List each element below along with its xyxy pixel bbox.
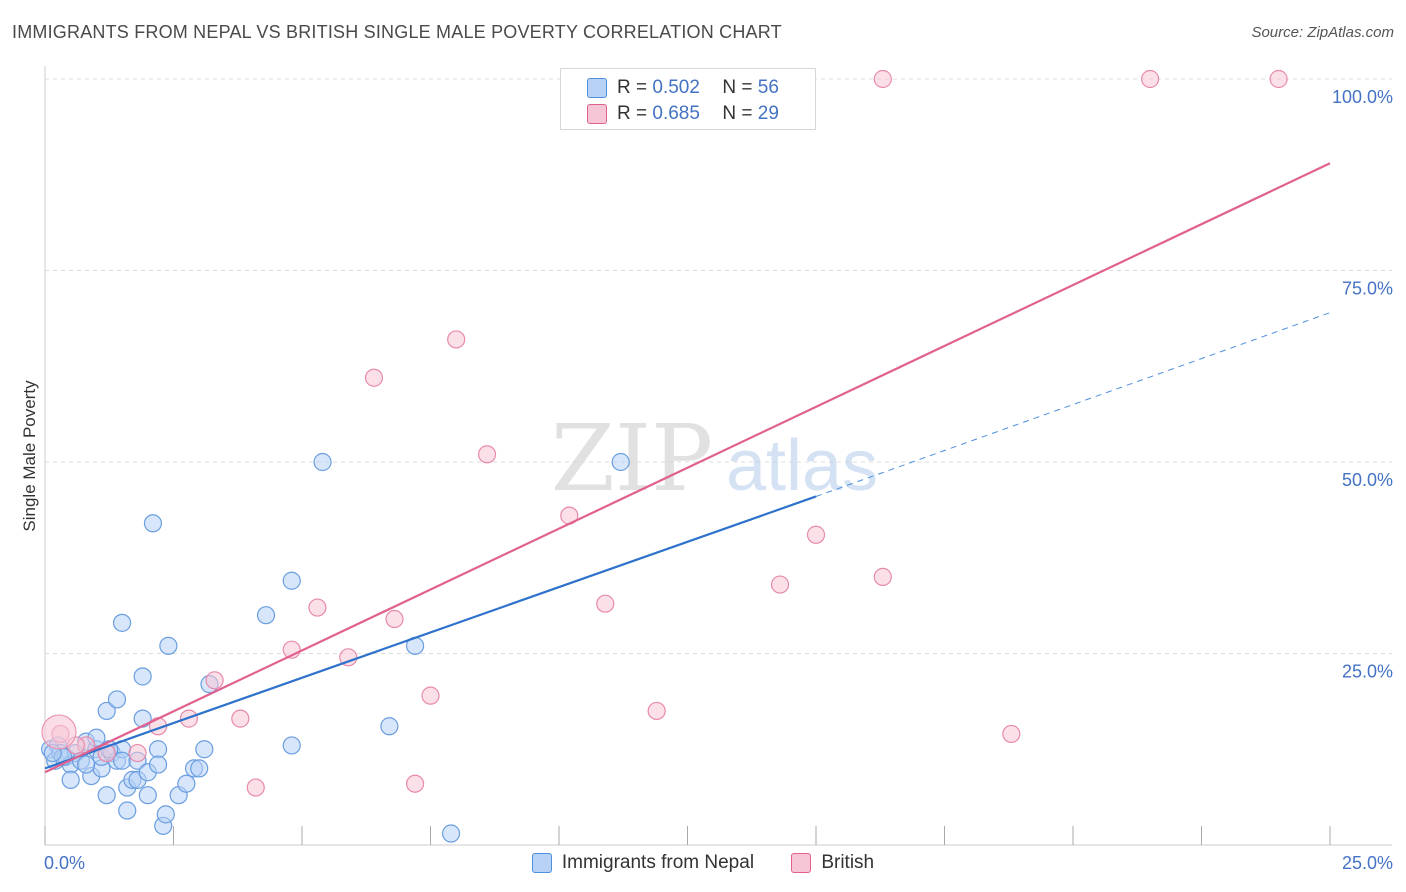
data-point bbox=[647, 701, 666, 721]
data-point bbox=[156, 805, 175, 824]
data-point bbox=[148, 740, 168, 759]
data-point bbox=[282, 571, 301, 590]
data-point bbox=[596, 594, 615, 613]
data-point bbox=[77, 755, 96, 774]
legend-n-label: N = bbox=[722, 77, 753, 98]
legend-r-label: R = bbox=[617, 77, 648, 98]
data-point bbox=[133, 667, 152, 686]
data-point bbox=[770, 575, 790, 594]
y-tick-label: 25.0% bbox=[1342, 662, 1393, 682]
data-point bbox=[138, 786, 157, 805]
tick-labels: 25.0% 50.0% 75.0% 100.0% 0.0% 25.0% bbox=[44, 87, 1393, 873]
data-point bbox=[380, 717, 399, 736]
legend-n-label: N = bbox=[722, 103, 753, 124]
data-point bbox=[190, 759, 209, 778]
legend-r-value: 0.502 bbox=[652, 77, 700, 98]
data-point bbox=[107, 690, 127, 709]
data-point bbox=[256, 606, 276, 625]
data-point bbox=[447, 330, 466, 349]
data-point bbox=[1002, 724, 1021, 744]
source-credit: Source: ZipAtlas.com bbox=[1251, 24, 1394, 41]
data-point bbox=[806, 525, 826, 544]
data-point bbox=[873, 69, 892, 89]
watermark-zip: ZIP bbox=[551, 405, 713, 512]
data-point bbox=[405, 774, 425, 793]
data-point bbox=[246, 778, 265, 797]
legend-label-british: British bbox=[821, 852, 875, 873]
data-point bbox=[195, 740, 214, 759]
legend-r-label: R = bbox=[617, 103, 648, 124]
legend-row-british: R = 0.685 N = 29 bbox=[587, 101, 779, 127]
data-point bbox=[313, 452, 332, 472]
legend-swatch-pink bbox=[587, 104, 607, 124]
trend-line-nepal-extrapolated bbox=[815, 312, 1331, 497]
legend-row-nepal: R = 0.502 N = 56 bbox=[587, 75, 779, 101]
data-point bbox=[61, 770, 80, 789]
x-tick-label: 25.0% bbox=[1342, 853, 1393, 873]
data-point bbox=[128, 743, 147, 763]
legend-label-nepal: Immigrants from Nepal bbox=[561, 852, 755, 873]
legend-r-value: 0.685 bbox=[652, 103, 700, 124]
watermark: ZIP atlas bbox=[551, 405, 878, 512]
data-point bbox=[177, 774, 196, 793]
data-point bbox=[112, 613, 132, 632]
legend-item-nepal[interactable]: Immigrants from Nepal bbox=[531, 852, 755, 874]
data-point bbox=[611, 452, 630, 472]
trend-lines bbox=[44, 162, 1331, 774]
data-point bbox=[421, 686, 440, 705]
gridlines bbox=[45, 78, 1392, 654]
data-point bbox=[159, 636, 178, 655]
watermark-atlas: atlas bbox=[726, 426, 878, 506]
data-point bbox=[133, 709, 152, 728]
y-tick-label: 75.0% bbox=[1342, 279, 1393, 299]
axes bbox=[44, 66, 1392, 846]
series-british bbox=[41, 69, 1288, 797]
data-point bbox=[364, 368, 384, 387]
data-point bbox=[148, 755, 168, 774]
series-immigrants-from-nepal bbox=[41, 452, 630, 843]
data-point bbox=[385, 609, 404, 629]
data-point bbox=[1269, 69, 1288, 89]
legend-n-value: 29 bbox=[757, 103, 779, 124]
legend-n-value: 56 bbox=[757, 77, 779, 98]
legend-item-british[interactable]: British bbox=[791, 852, 874, 874]
chart-title: IMMIGRANTS FROM NEPAL VS BRITISH SINGLE … bbox=[12, 22, 782, 42]
legend-swatch-blue bbox=[531, 853, 552, 873]
data-point bbox=[205, 671, 224, 690]
y-tick-label: 100.0% bbox=[1332, 87, 1393, 107]
trend-line-nepal bbox=[44, 495, 817, 770]
data-point bbox=[1140, 69, 1160, 89]
data-point bbox=[282, 736, 301, 755]
legend-swatch-pink bbox=[791, 853, 812, 873]
data-point bbox=[97, 786, 116, 805]
legend-swatch-blue bbox=[587, 78, 607, 98]
data-point bbox=[308, 598, 327, 617]
data-point bbox=[441, 824, 461, 843]
data-point bbox=[143, 514, 163, 533]
data-point bbox=[97, 701, 116, 721]
x-tick-label: 0.0% bbox=[44, 853, 85, 873]
data-point bbox=[477, 445, 497, 464]
data-point bbox=[231, 709, 250, 728]
data-point-large bbox=[41, 714, 77, 750]
series-legend: Immigrants from Nepal British bbox=[0, 852, 1406, 879]
data-point bbox=[118, 801, 137, 820]
data-point bbox=[873, 567, 892, 587]
y-tick-label: 50.0% bbox=[1342, 470, 1393, 490]
correlation-legend: R = 0.502 N = 56 R = 0.685 N = 29 bbox=[560, 68, 816, 130]
trend-line-british bbox=[44, 162, 1331, 774]
